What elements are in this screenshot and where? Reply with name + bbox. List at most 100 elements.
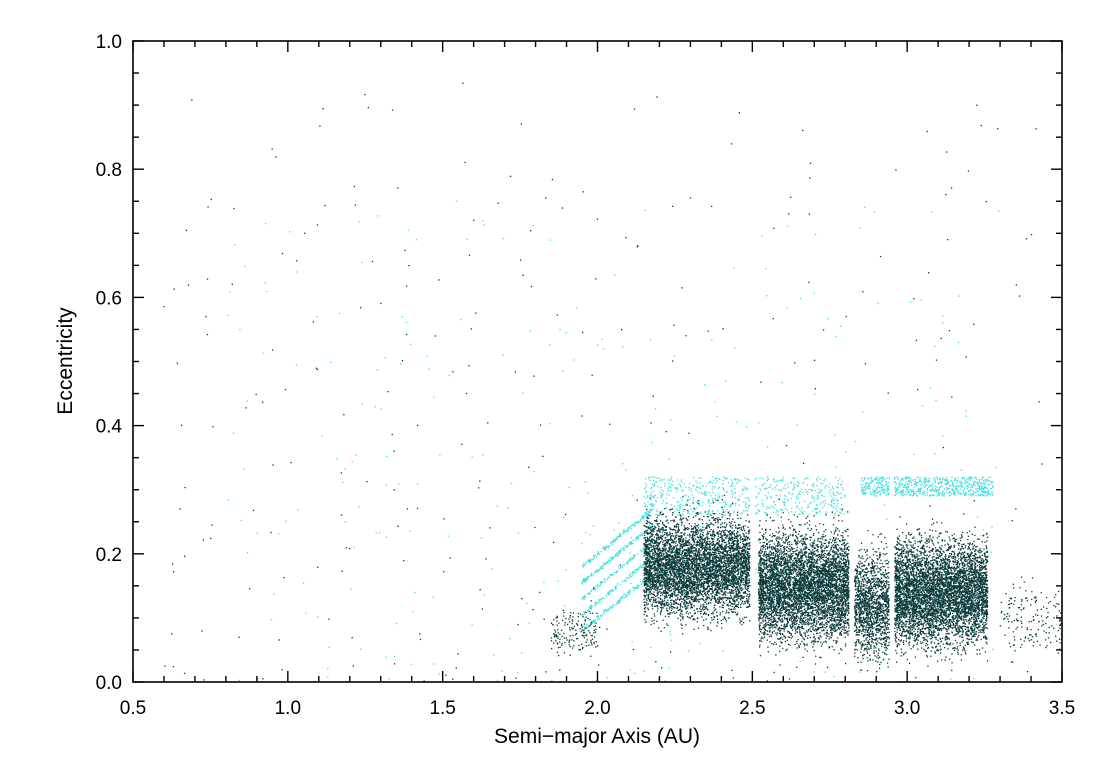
data-point xyxy=(613,574,614,575)
data-point xyxy=(610,606,611,607)
data-point xyxy=(603,568,604,569)
data-point xyxy=(930,486,931,487)
data-point xyxy=(833,506,834,507)
data-point xyxy=(700,609,701,610)
data-point xyxy=(938,492,939,493)
data-point xyxy=(645,514,646,515)
data-point xyxy=(949,538,950,539)
data-point xyxy=(722,507,723,508)
data-point xyxy=(703,625,704,626)
data-point xyxy=(991,493,992,494)
data-point xyxy=(653,591,654,592)
data-point xyxy=(721,620,722,621)
data-point xyxy=(828,487,829,488)
data-point xyxy=(988,477,989,478)
data-point xyxy=(624,564,625,565)
data-point xyxy=(736,592,737,593)
data-point xyxy=(969,483,970,484)
data-point xyxy=(671,549,672,550)
data-point xyxy=(909,478,910,479)
data-point xyxy=(596,571,597,572)
data-point xyxy=(614,540,615,541)
data-point xyxy=(718,522,719,523)
data-point xyxy=(931,211,932,212)
data-point xyxy=(727,478,728,479)
data-point xyxy=(722,611,723,612)
data-point xyxy=(743,578,744,579)
data-point xyxy=(865,490,866,491)
data-point xyxy=(983,477,984,478)
data-point xyxy=(774,508,775,509)
data-point xyxy=(749,606,750,607)
data-point xyxy=(672,608,673,609)
data-point xyxy=(585,597,586,598)
data-point xyxy=(590,574,591,575)
data-point xyxy=(668,479,669,480)
data-point xyxy=(902,484,903,485)
data-point xyxy=(689,544,690,545)
data-point xyxy=(832,513,833,514)
data-point xyxy=(904,487,905,488)
data-point xyxy=(680,620,681,621)
data-point xyxy=(719,487,720,488)
data-point xyxy=(655,602,656,603)
data-point xyxy=(937,478,938,479)
data-point xyxy=(614,572,615,573)
data-point xyxy=(694,508,695,509)
data-point xyxy=(767,488,768,489)
data-point xyxy=(656,555,657,556)
data-point xyxy=(925,483,926,484)
data-point xyxy=(898,479,899,480)
data-point xyxy=(740,480,741,481)
data-point xyxy=(703,493,704,494)
data-point xyxy=(661,528,662,529)
data-point xyxy=(814,499,815,500)
data-point xyxy=(778,489,779,490)
data-point xyxy=(655,553,656,554)
data-point xyxy=(905,491,906,492)
data-point xyxy=(650,593,651,594)
data-point xyxy=(472,625,473,626)
data-point xyxy=(729,525,730,526)
data-point xyxy=(265,223,266,224)
data-point xyxy=(706,486,707,487)
data-point xyxy=(835,466,836,467)
data-point xyxy=(882,484,883,485)
data-point xyxy=(426,356,427,357)
data-point xyxy=(813,671,814,672)
data-point xyxy=(870,494,871,495)
data-point xyxy=(600,615,601,616)
data-point xyxy=(988,484,989,485)
data-point xyxy=(713,530,714,531)
data-point xyxy=(760,489,761,490)
data-point xyxy=(832,486,833,487)
data-point xyxy=(729,506,730,507)
data-point xyxy=(986,491,987,492)
data-point xyxy=(665,497,666,498)
data-point xyxy=(699,513,700,514)
data-point xyxy=(881,490,882,491)
data-point xyxy=(718,494,719,495)
data-point xyxy=(650,523,651,524)
data-point xyxy=(689,505,690,506)
data-point xyxy=(801,507,802,508)
data-point xyxy=(767,497,768,498)
data-point xyxy=(654,615,655,616)
data-point xyxy=(675,567,676,568)
data-point xyxy=(783,488,784,489)
data-point xyxy=(812,495,813,496)
data-point xyxy=(654,485,655,486)
data-point xyxy=(668,603,669,604)
data-point xyxy=(522,393,523,394)
data-point xyxy=(788,493,789,494)
data-point xyxy=(935,400,936,401)
data-point xyxy=(694,550,695,551)
data-point xyxy=(913,489,914,490)
data-point xyxy=(582,583,583,584)
data-point xyxy=(872,489,873,490)
data-point xyxy=(837,492,838,493)
data-point xyxy=(921,487,922,488)
data-point xyxy=(884,491,885,492)
data-point xyxy=(597,616,598,617)
data-point xyxy=(985,495,986,496)
